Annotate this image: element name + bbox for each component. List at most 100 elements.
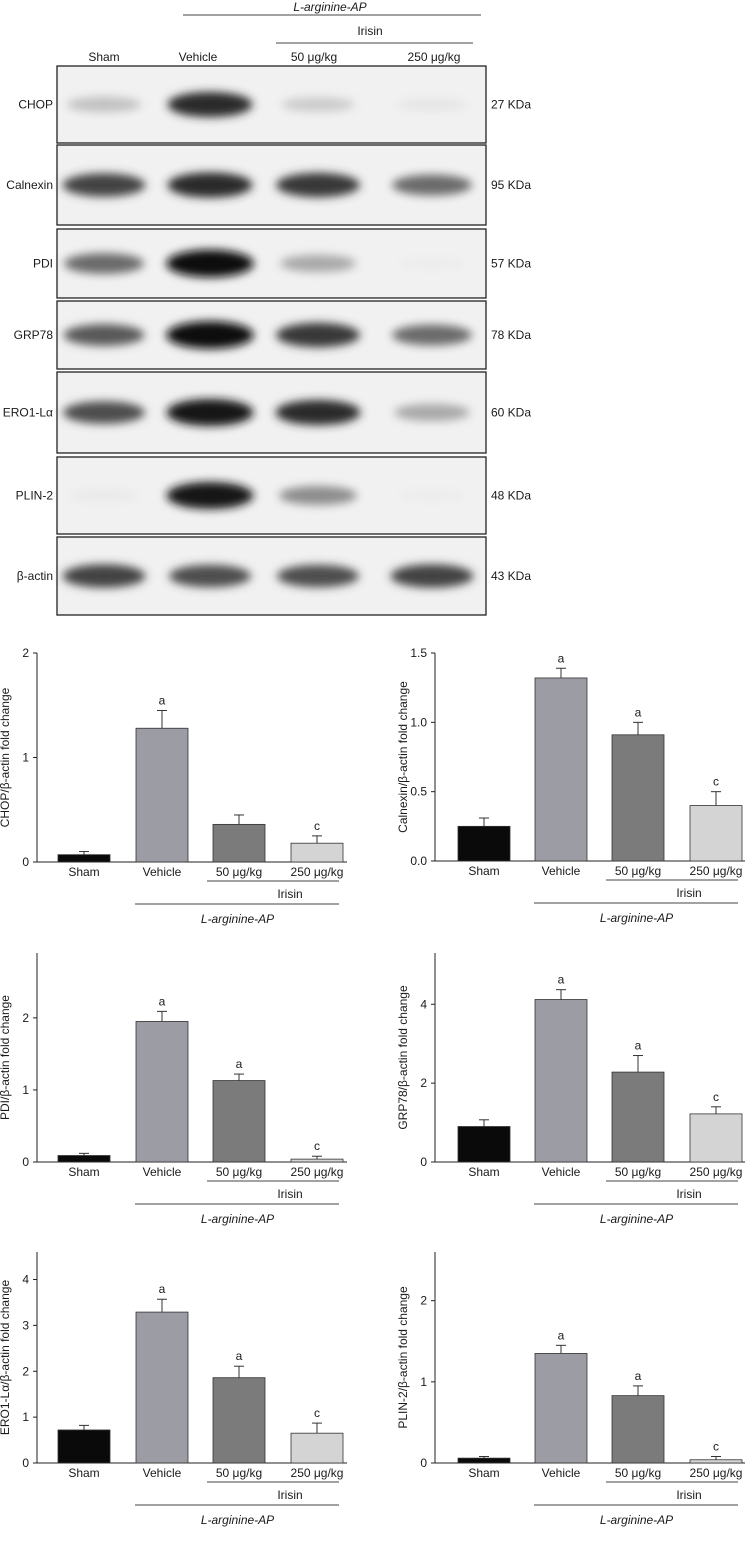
x-tick-label: Sham	[68, 865, 99, 879]
significance-label: c	[713, 1090, 719, 1104]
y-tick-label: 2	[22, 646, 29, 660]
blot-row: β-actin 43 KDa	[17, 536, 531, 616]
blot-protein-label: Calnexin	[6, 178, 53, 192]
bar	[290, 1158, 344, 1163]
y-tick-label: 0	[420, 1155, 427, 1169]
bar	[457, 1126, 511, 1163]
blot-band	[394, 403, 470, 422]
subgroup-label: Irisin	[277, 1187, 302, 1201]
y-tick-label: 4	[22, 1273, 29, 1287]
subgroup-label: Irisin	[676, 1187, 701, 1201]
y-tick-label: 2	[420, 1294, 427, 1308]
significance-label: a	[159, 994, 166, 1008]
blot-band	[276, 172, 360, 198]
blot-row: GRP78 78 KDa	[14, 300, 531, 370]
bar	[135, 727, 189, 863]
y-axis-label: CHOP/β-actin fold change	[0, 687, 12, 827]
blot-band	[166, 481, 254, 510]
y-axis-label: PDI/β-actin fold change	[0, 995, 12, 1120]
y-tick-label: 1	[22, 751, 29, 765]
blot-lane-label: Sham	[88, 50, 119, 64]
blot-lane-label: 50 μg/kg	[291, 50, 337, 64]
group-label: L-arginine-AP	[201, 1212, 274, 1226]
bar	[689, 1459, 743, 1464]
blot-band	[279, 486, 357, 505]
blot-size-label: 60 KDa	[491, 406, 531, 420]
significance-label: a	[635, 705, 642, 719]
x-tick-label: 50 μg/kg	[615, 1466, 661, 1480]
group-label: L-arginine-AP	[600, 911, 673, 925]
bar	[534, 1353, 588, 1464]
blot-band	[69, 489, 139, 502]
blot-row: PDI 57 KDa	[33, 228, 531, 299]
blot-band	[392, 174, 472, 196]
x-tick-label: 250 μg/kg	[690, 864, 743, 878]
blot-size-label: 48 KDa	[491, 489, 531, 503]
x-tick-label: Sham	[68, 1165, 99, 1179]
significance-label: c	[713, 775, 719, 789]
subgroup-label: Irisin	[277, 1488, 302, 1502]
x-tick-label: Sham	[68, 1466, 99, 1480]
x-tick-label: Vehicle	[143, 865, 182, 879]
blot-protein-label: ERO1-Lα	[3, 406, 53, 420]
x-tick-label: Vehicle	[542, 864, 581, 878]
bar	[611, 1395, 665, 1464]
blot-subgroup-label: Irisin	[357, 24, 382, 38]
y-tick-label: 3	[22, 1318, 29, 1332]
blot-size-label: 27 KDa	[491, 98, 531, 112]
y-tick-label: 0	[22, 1456, 29, 1470]
bar	[689, 805, 743, 862]
y-tick-label: 0	[420, 1456, 427, 1470]
x-tick-label: 250 μg/kg	[291, 865, 344, 879]
significance-label: a	[635, 1369, 642, 1383]
chop-bar-chart: 0 1 2 CHOP/β-actin fold change Sham a Vehicle 5…	[0, 646, 347, 926]
x-tick-label: Vehicle	[143, 1165, 182, 1179]
blot-size-label: 78 KDa	[491, 328, 531, 342]
group-label: L-arginine-AP	[600, 1212, 673, 1226]
blot-row: ERO1-Lα 60 KDa	[3, 371, 531, 454]
x-tick-label: 250 μg/kg	[291, 1466, 344, 1480]
bar	[534, 999, 588, 1163]
blot-band	[277, 564, 359, 588]
bar	[689, 1113, 743, 1163]
significance-label: a	[159, 1282, 166, 1296]
significance-label: c	[314, 1139, 320, 1153]
blot-protein-label: PDI	[33, 257, 53, 271]
subgroup-label: Irisin	[676, 1488, 701, 1502]
blot-band	[62, 173, 146, 197]
bar	[212, 823, 266, 863]
x-tick-label: Sham	[468, 1466, 499, 1480]
blot-protein-label: CHOP	[18, 98, 53, 112]
blot-size-label: 57 KDa	[491, 257, 531, 271]
x-tick-label: 250 μg/kg	[291, 1165, 344, 1179]
bar	[457, 825, 511, 862]
blot-band	[67, 96, 141, 113]
blot-protein-label: β-actin	[17, 569, 53, 583]
bar	[57, 1429, 111, 1464]
significance-label: c	[314, 819, 320, 833]
blot-band	[62, 564, 146, 588]
y-tick-label: 1	[420, 1375, 427, 1389]
ero1-bar-chart: 0 1 2 3 4 ERO1-Lα/β-actin fold change Sham a Veh…	[0, 1252, 347, 1527]
x-tick-label: 250 μg/kg	[690, 1466, 743, 1480]
group-label: L-arginine-AP	[600, 1513, 673, 1527]
y-tick-label: 1	[22, 1083, 29, 1097]
blot-size-label: 95 KDa	[491, 178, 531, 192]
x-tick-label: 50 μg/kg	[216, 1466, 262, 1480]
x-tick-label: 50 μg/kg	[216, 1165, 262, 1179]
x-tick-label: Sham	[468, 1165, 499, 1179]
blot-lane-label: 250 μg/kg	[408, 50, 461, 64]
x-tick-label: 50 μg/kg	[615, 864, 661, 878]
y-tick-label: 1.5	[410, 646, 427, 660]
blot-band	[63, 324, 145, 346]
significance-label: c	[713, 1440, 719, 1454]
bar	[290, 842, 344, 863]
x-tick-label: Vehicle	[143, 1466, 182, 1480]
x-tick-label: Sham	[468, 864, 499, 878]
blot-row: PLIN-2 48 KDa	[16, 456, 531, 535]
x-tick-label: 50 μg/kg	[216, 865, 262, 879]
western-blot-panel: L-arginine-AP Irisin Sham Vehicle 50 μg/…	[3, 0, 531, 616]
y-tick-label: 1.0	[410, 715, 427, 729]
blot-band	[167, 91, 253, 118]
